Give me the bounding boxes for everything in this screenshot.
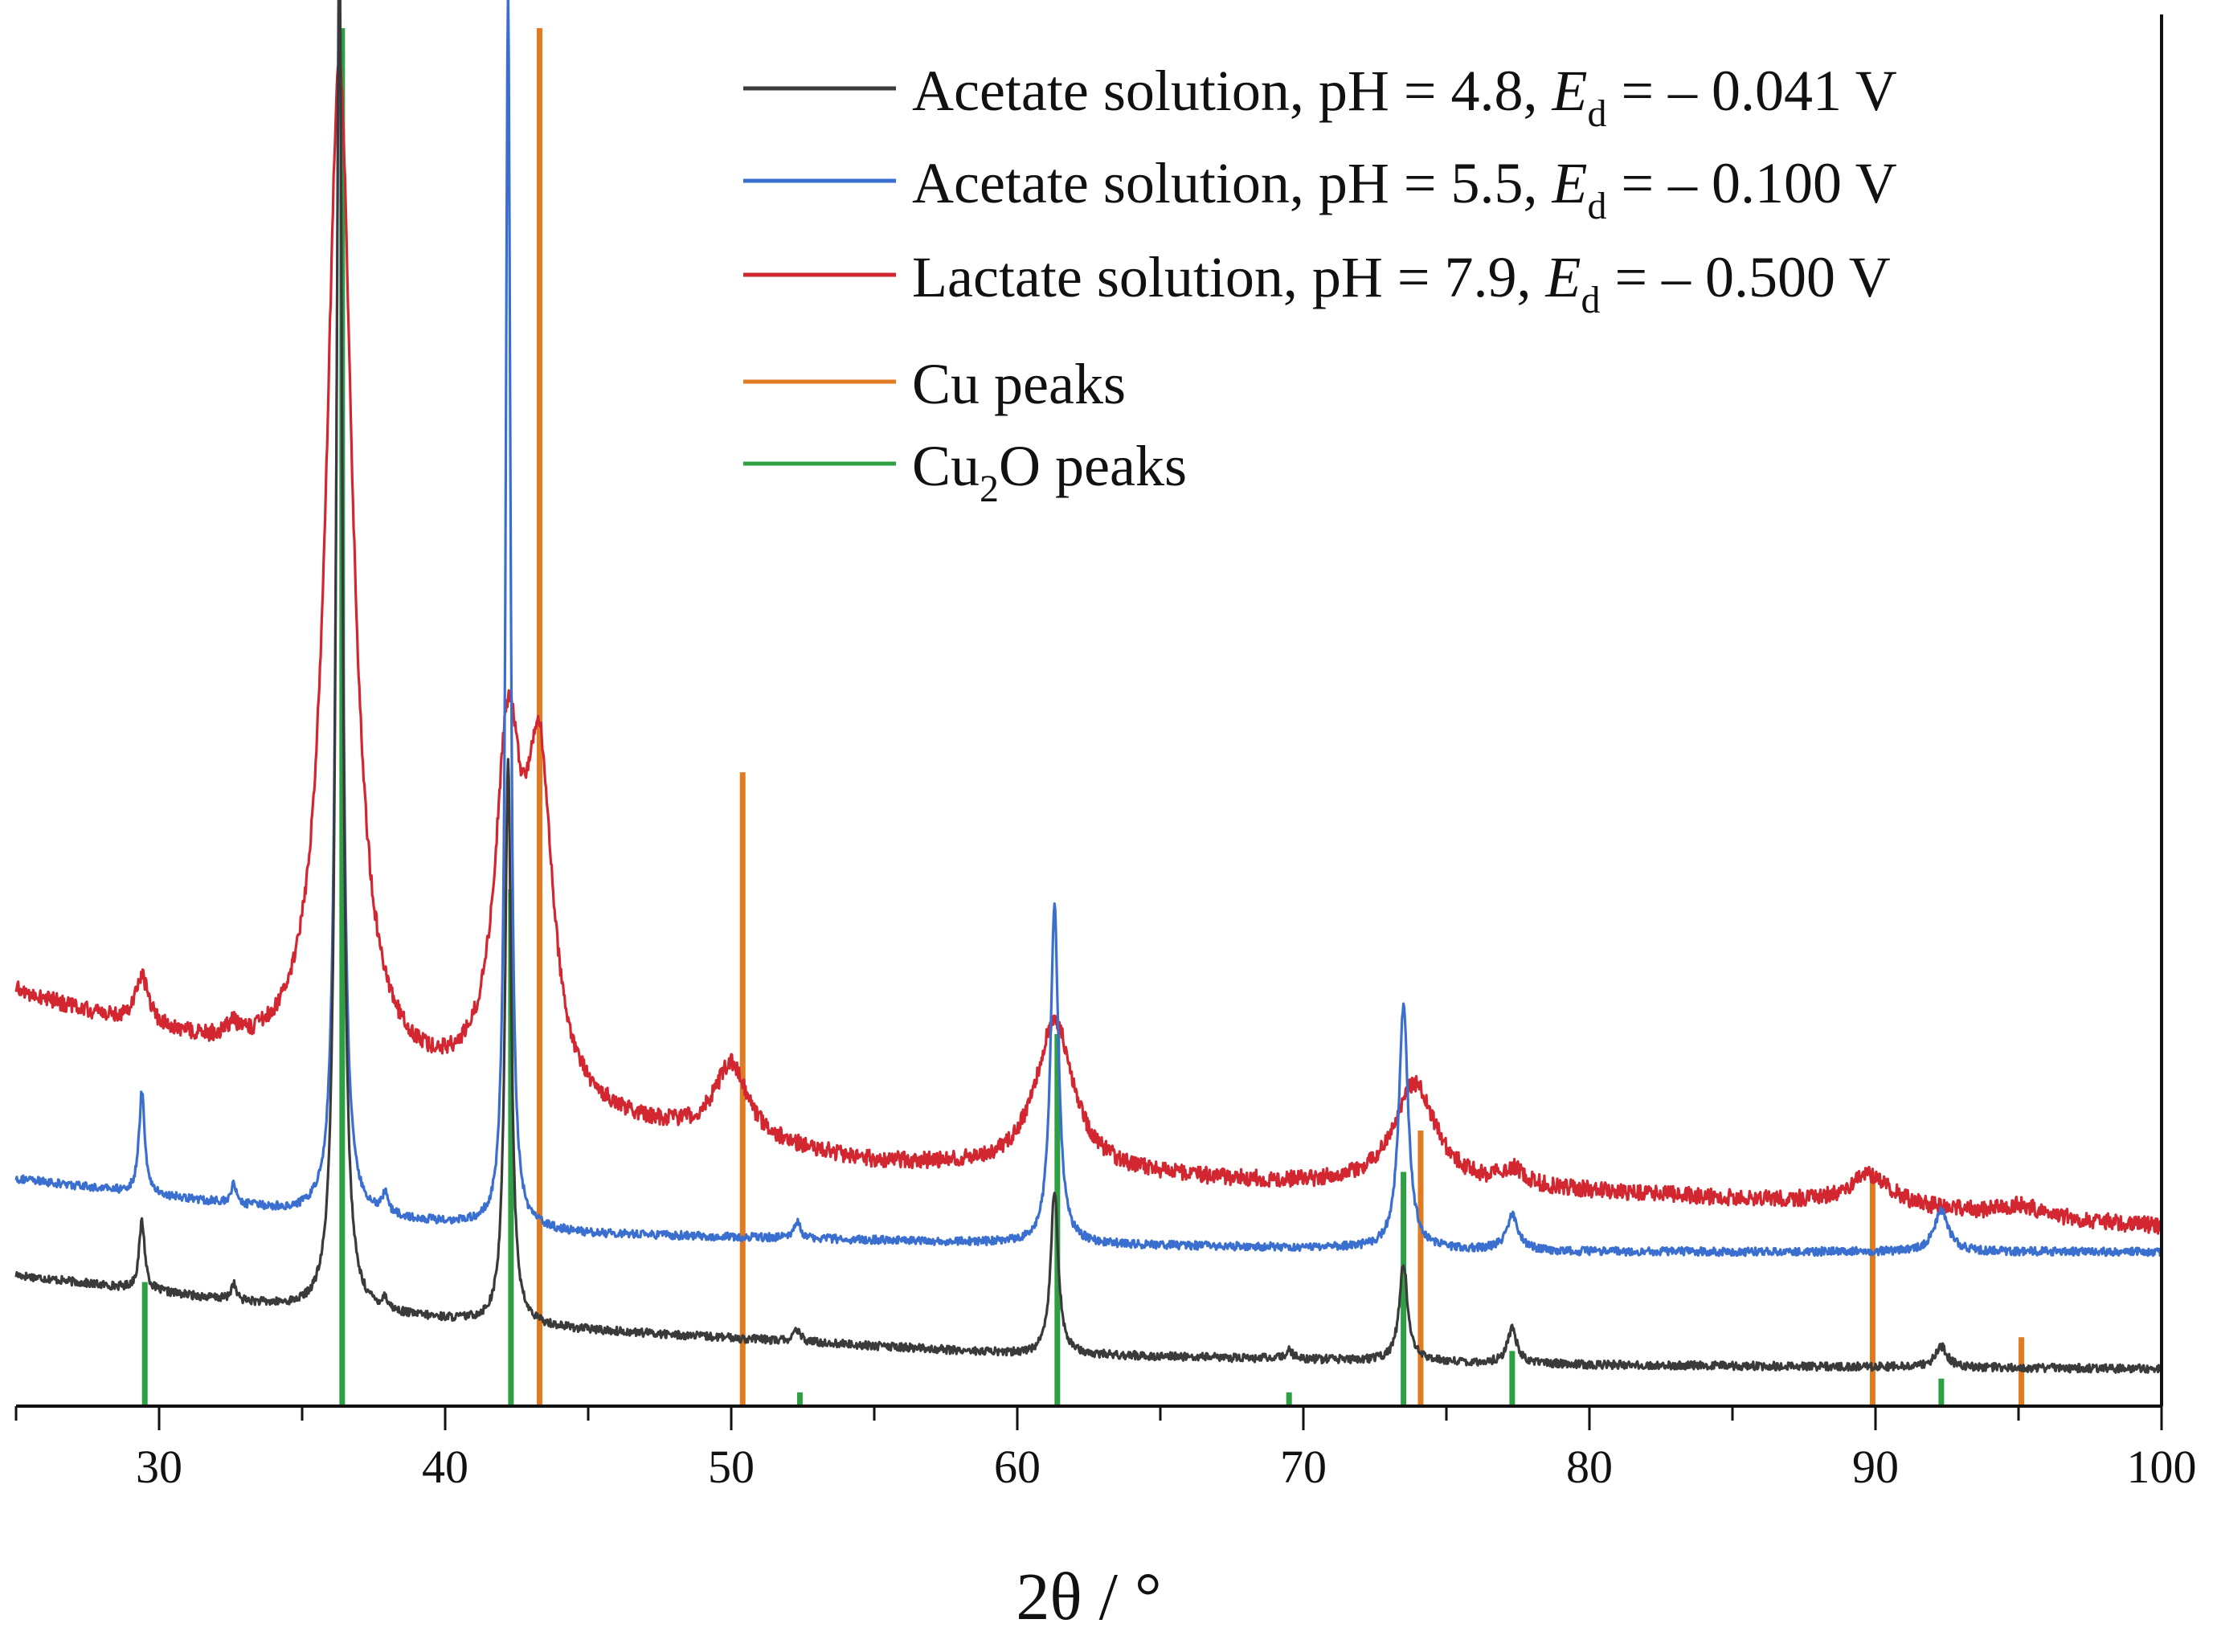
x-ticks: [14, 1406, 2163, 1430]
legend-label-acetate-5-5: Acetate solution, pH = 5.5, Ed = – 0.100…: [912, 151, 1897, 227]
series-acetate-4-8-line: [14, 0, 2162, 1374]
legend-label-cu-peaks: Cu peaks: [912, 352, 1126, 416]
legend-label-acetate-4-8: Acetate solution, pH = 4.8, Ed = – 0.041…: [912, 59, 1897, 135]
legend: Acetate solution, pH = 4.8, Ed = – 0.041…: [743, 59, 1897, 510]
x-tick-labels: 30 40 50 60 70 80 90 100: [136, 1441, 2197, 1493]
legend-entry-cu-peaks: Cu peaks: [743, 352, 1126, 416]
plot-area: [14, 0, 2163, 1406]
series-acetate-5-5-line: [14, 0, 2163, 1257]
x-tick-label-50: 50: [708, 1441, 755, 1493]
legend-label-cu2o-peaks: Cu2O peaks: [912, 434, 1187, 510]
x-tick-label-70: 70: [1280, 1441, 1327, 1493]
x-tick-label-60: 60: [994, 1441, 1041, 1493]
x-tick-label-40: 40: [422, 1441, 468, 1493]
series-group: [14, 0, 2163, 1374]
legend-entry-acetate-4-8: Acetate solution, pH = 4.8, Ed = – 0.041…: [743, 59, 1897, 135]
legend-entry-lactate-7-9: Lactate solution, pH = 7.9, Ed = – 0.500…: [743, 245, 1891, 321]
x-axis-title: 2θ / °: [1016, 1560, 1161, 1634]
x-tick-label-100: 100: [2127, 1441, 2197, 1493]
x-tick-label-80: 80: [1566, 1441, 1613, 1493]
legend-entry-acetate-5-5: Acetate solution, pH = 5.5, Ed = – 0.100…: [743, 151, 1897, 227]
legend-entry-cu2o-peaks: Cu2O peaks: [743, 434, 1187, 510]
series-lactate-7-9-line: [14, 64, 2163, 1235]
axes: 30 40 50 60 70 80 90 100 2θ / °: [14, 14, 2197, 1634]
x-tick-label-30: 30: [136, 1441, 182, 1493]
x-tick-label-90: 90: [1852, 1441, 1899, 1493]
legend-label-lactate-7-9: Lactate solution, pH = 7.9, Ed = – 0.500…: [912, 245, 1891, 321]
